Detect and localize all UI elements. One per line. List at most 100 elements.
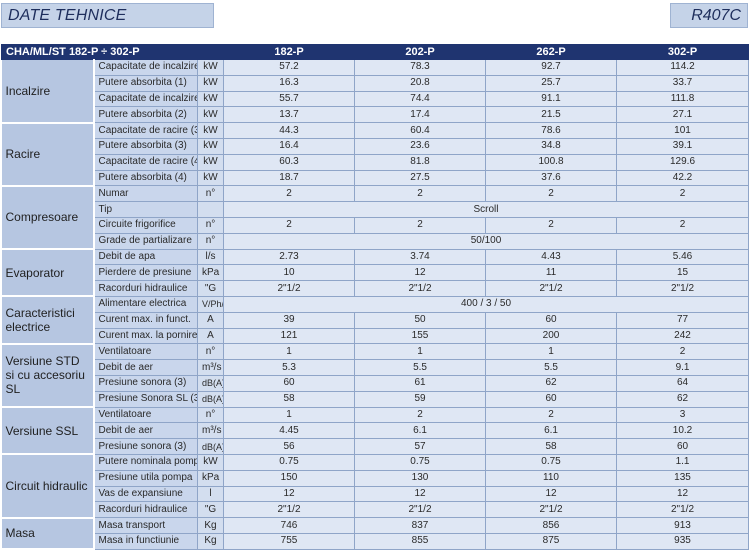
parameter-label: Alimentare electrica	[93, 296, 198, 313]
value-cell: 11	[485, 264, 618, 282]
parameter-label: Debit de apa	[93, 249, 198, 266]
parameter-label: Capacitate de incalzire (2)	[93, 91, 198, 108]
table-row: Capacitate de incalzire (2)kW55.774.491.…	[2, 91, 750, 108]
parameter-label: Vas de expansiune	[93, 486, 198, 503]
value-cell: 1.1	[616, 454, 750, 471]
parameter-label: Capacitate de racire (3)	[93, 122, 198, 139]
value-cell: 9.1	[616, 359, 750, 376]
value-cell: 58	[223, 391, 356, 408]
table-row: Evaporator Debit de apa l/s 2.73 3.74 4.43 5.4…	[1, 249, 750, 298]
value-cell: 10.2	[616, 422, 750, 440]
parameter-label: Presiune Sonora SL (3)	[93, 391, 198, 408]
table-row: Racire Capacitate de racire (3) kW 44.3 60.4…	[1, 122, 750, 187]
value-cell: 92.7	[485, 59, 618, 76]
value-cell: 27.5	[354, 170, 487, 187]
value-cell: 1	[485, 343, 618, 361]
refrigerant-box: R407C	[670, 3, 748, 28]
parameter-label: Tip	[93, 201, 198, 218]
value-cell: 2"1/2	[223, 280, 356, 297]
value-cell: 130	[354, 470, 487, 487]
value-cell: 1	[223, 343, 356, 361]
value-cell: 913	[616, 517, 750, 534]
value-cell: 16.4	[223, 138, 356, 155]
value-cell: 4.45	[223, 422, 356, 440]
table-row: Grade de partializare n° 50/100	[2, 233, 750, 250]
column-header-262p: 262-P	[485, 44, 618, 60]
column-header-302p: 302-P	[616, 44, 750, 60]
value-cell: 62	[485, 375, 618, 392]
unit-label: m³/s	[197, 422, 225, 440]
table-row: Racorduri hidraulice "G 2"1/2 2"1/2 2"1/2 2"1…	[2, 280, 750, 297]
value-cell: 3	[616, 407, 750, 424]
value-cell: 2	[354, 185, 487, 203]
parameter-label: Pierdere de presiune	[93, 264, 198, 282]
parameter-label: Presiune sonora (3)	[93, 375, 198, 392]
value-cell: 61	[354, 375, 487, 392]
value-cell: 0.75	[485, 454, 618, 471]
value-cell: 34.8	[485, 138, 618, 155]
unit-label: dB(A)	[197, 375, 225, 392]
value-cell: 60	[485, 391, 618, 408]
unit-label: kW	[197, 91, 225, 108]
value-cell: 25.7	[485, 75, 618, 92]
value-cell: 39	[223, 312, 356, 329]
value-cell: 2	[354, 217, 487, 234]
value-cell: 2"1/2	[485, 280, 618, 297]
unit-label: kW	[197, 454, 225, 471]
value-cell: 110	[485, 470, 618, 487]
unit-label: n°	[197, 407, 225, 424]
column-header-202p: 202-P	[354, 44, 487, 60]
value-cell: 10	[223, 264, 356, 282]
unit-label: kW	[197, 154, 225, 171]
value-cell: 12	[354, 486, 487, 503]
value-cell: 101	[616, 122, 750, 139]
value-cell: 59	[354, 391, 487, 408]
unit-label: A	[197, 328, 225, 345]
parameter-label: Ventilatoare	[93, 407, 198, 424]
parameter-label: Putere absorbita (1)	[93, 75, 198, 92]
table-header-row: CHA/ML/ST 182-P ÷ 302-P 182-P 202-P 262-…	[0, 44, 750, 60]
value-cell: 2"1/2	[616, 501, 750, 519]
value-cell: 78.6	[485, 122, 618, 139]
table-row: Masa Masa transport Kg 746 837 856 913	[1, 517, 750, 550]
value-cell: 5.5	[485, 359, 618, 376]
value-cell: 2	[616, 217, 750, 234]
table-row: Presiune sonora (3) dB(A) 56 57 58 60	[2, 438, 750, 455]
value-cell: 13.7	[223, 106, 356, 124]
table-row: Compresoare Numar n° 2 2 2 2	[1, 185, 750, 251]
unit-label: kW	[197, 170, 225, 187]
value-cell: 0.75	[354, 454, 487, 471]
table-row: Vas de expansiune l 12 12 12 12	[2, 486, 750, 503]
value-cell: 2	[223, 185, 356, 203]
unit-label: kPa	[197, 470, 225, 487]
value-cell: 2	[485, 217, 618, 234]
value-cell: 837	[354, 517, 487, 534]
parameter-label: Putere absorbita (2)	[93, 106, 198, 124]
value-cell: 17.4	[354, 106, 487, 124]
value-cell: 44.3	[223, 122, 356, 139]
value-cell: 42.2	[616, 170, 750, 187]
unit-label: kW	[197, 138, 225, 155]
parameter-label: Presiune utila pompa	[93, 470, 198, 487]
unit-label: kW	[197, 106, 225, 124]
value-cell: 39.1	[616, 138, 750, 155]
table-row: Putere absorbita (4) kW 18.7 27.5 37.6 42.2	[2, 170, 750, 187]
table-row: Versiune SSL Ventilatoare n° 1 2 2 3	[1, 407, 750, 456]
top-bar: DATE TEHNICE R407C	[0, 0, 750, 32]
value-cell: 21.5	[485, 106, 618, 124]
category-label: Circuit hidraulic	[1, 454, 95, 519]
unit-label: A	[197, 312, 225, 329]
value-cell: 2.73	[223, 249, 356, 266]
column-header-182p: 182-P	[223, 44, 356, 60]
table-row: Presiune sonora (3) dB(A) 60 61 62 64	[2, 375, 750, 392]
unit-label	[197, 201, 225, 218]
unit-label: n°	[197, 343, 225, 361]
value-cell: 5.46	[616, 249, 750, 266]
value-cell: 50	[354, 312, 487, 329]
value-cell: 57	[354, 438, 487, 455]
value-cell: 111.8	[616, 91, 750, 108]
table-row: Presiune utila pompa kPa 150 130 110 135	[2, 470, 750, 487]
unit-label: kW	[197, 75, 225, 92]
